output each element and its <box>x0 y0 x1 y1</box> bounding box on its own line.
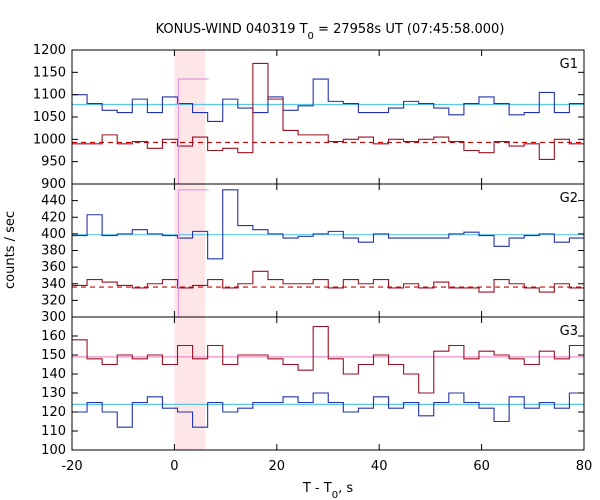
series-line <box>72 270 584 293</box>
panel-frame <box>71 49 585 185</box>
x-tick-label: 0 <box>170 459 178 474</box>
highlight-band <box>174 184 206 317</box>
y-tick-label: 1100 <box>33 88 66 103</box>
x-tick-label: 40 <box>371 459 388 474</box>
y-tick-label: 1200 <box>33 43 66 58</box>
y-tick-label: 1150 <box>33 65 66 80</box>
x-tick-label: 20 <box>269 459 286 474</box>
panel-frame <box>71 183 585 318</box>
title-subscript: 0 <box>308 31 314 42</box>
y-tick-label: 300 <box>41 310 66 325</box>
y-tick-label: 150 <box>41 348 66 363</box>
overlay-line <box>177 189 209 317</box>
panel-label: G1 <box>560 57 578 72</box>
y-tick-label: 900 <box>41 177 66 192</box>
x-tick-label: 80 <box>576 459 593 474</box>
panel-g3: 100 110 120 130 140 150 160 G3 <box>41 316 585 458</box>
y-tick-label: 320 <box>41 293 66 308</box>
y-tick-label: 120 <box>41 405 66 420</box>
y-tick-label: 140 <box>41 367 66 382</box>
y-tick-label: 130 <box>41 386 66 401</box>
y-tick-label: 380 <box>41 244 66 259</box>
series-line <box>72 392 584 428</box>
highlight-band <box>174 317 206 450</box>
y-tick-label: 340 <box>41 277 66 292</box>
chart-title: KONUS-WIND 040319 T0 = 27958s UT (07:45:… <box>156 22 505 42</box>
y-tick-label: 1000 <box>33 132 66 147</box>
x-axis-label: T - T0, s <box>302 481 353 500</box>
series-line <box>72 325 584 394</box>
y-tick-label: 1050 <box>33 110 66 125</box>
y-tick-label: 400 <box>41 227 66 242</box>
y-tick-label: 420 <box>41 210 66 225</box>
y-tick-label: 360 <box>41 260 66 275</box>
panel-g1: 900 950 1000 1050 1100 1150 1200 G1 <box>33 43 585 192</box>
panel-frame <box>71 316 585 451</box>
y-tick-label: 440 <box>41 194 66 209</box>
y-tick-label: 950 <box>41 155 66 170</box>
highlight-band <box>174 50 206 184</box>
series-line <box>72 62 584 160</box>
y-tick-label: 160 <box>41 329 66 344</box>
x-tick-label: -20 <box>61 459 82 474</box>
series-line <box>72 78 584 123</box>
panel-label: G3 <box>560 324 578 339</box>
panel-label: G2 <box>560 191 578 206</box>
y-axis-label: counts / sec <box>3 211 18 289</box>
y-tick-label: 100 <box>41 443 66 458</box>
x-tick-label: 60 <box>473 459 490 474</box>
y-tick-label: 110 <box>41 424 66 439</box>
overlay-line <box>177 78 209 184</box>
panels: 90095010001050110011501200G1300320340360… <box>33 43 592 474</box>
title-subscript: 0 <box>332 490 338 500</box>
series-line <box>72 189 584 260</box>
